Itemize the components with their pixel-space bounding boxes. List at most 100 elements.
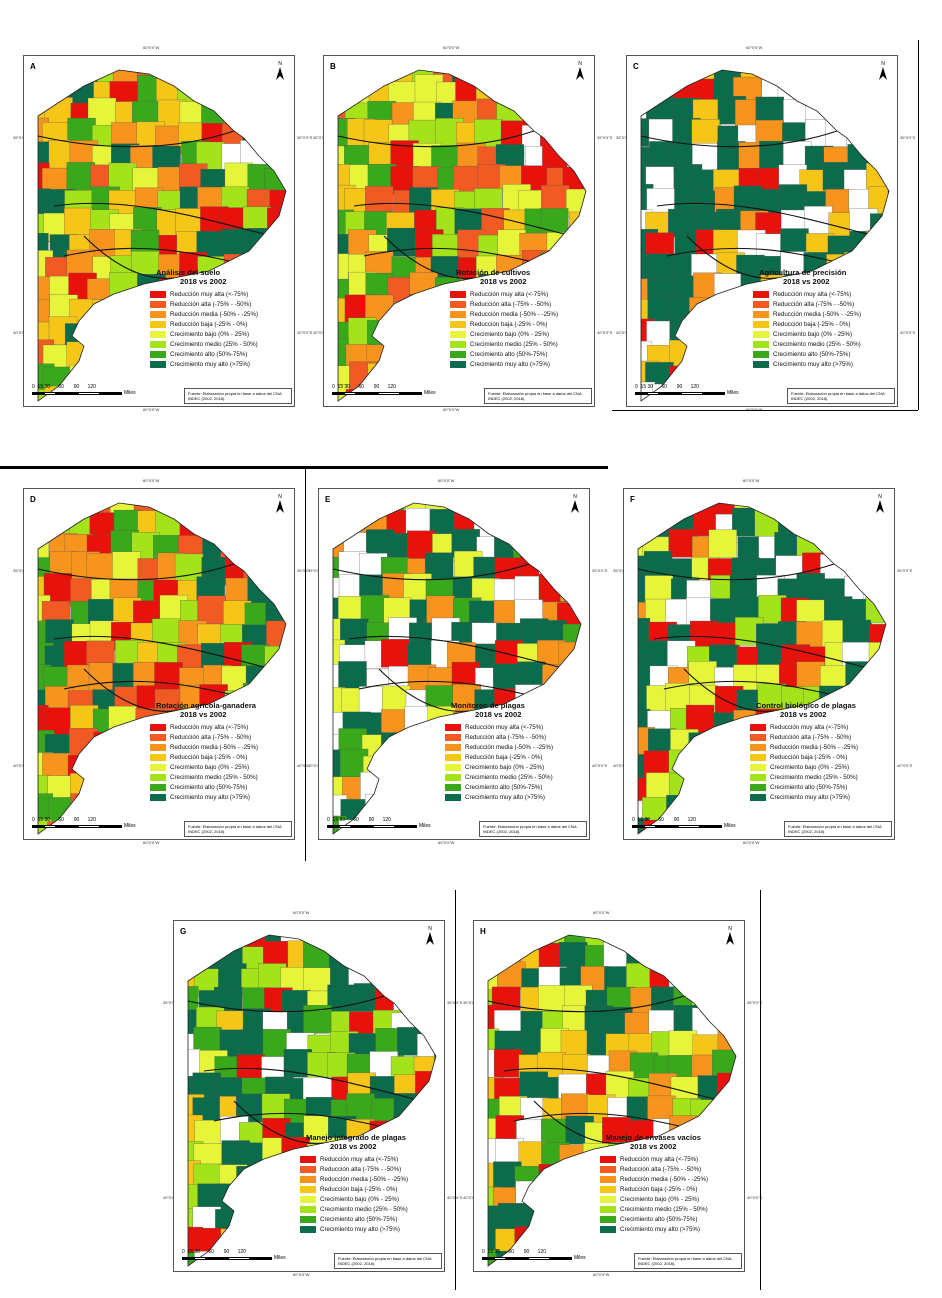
legend-swatch — [300, 1195, 316, 1203]
legend-label: Reducción media (-50% - -25%) — [620, 1175, 709, 1183]
partido-region — [136, 820, 165, 834]
zone-boundary — [63, 680, 230, 695]
partido-region — [891, 512, 894, 540]
zone-boundary — [686, 235, 778, 279]
partido-region — [585, 299, 586, 328]
partido-region — [867, 668, 886, 697]
legend-item: Reducción baja (-25% - 0%) — [150, 319, 258, 329]
latitude-label: 40°0'0"S — [13, 330, 29, 335]
partido-region — [589, 189, 594, 217]
legend-swatch — [750, 723, 766, 731]
legend-item: Crecimiento medio (25% - 50%) — [600, 1204, 708, 1214]
partido-region — [689, 297, 718, 326]
partido-region — [268, 275, 286, 305]
partido-region — [240, 529, 269, 559]
map-title: Análisis del suelo — [156, 268, 221, 277]
partido-region — [282, 1253, 311, 1266]
partido-region — [291, 75, 294, 103]
legend-label: Crecimiento bajo (0% - 25%) — [770, 763, 850, 771]
longitude-label: 60°0'0"W — [593, 1272, 610, 1277]
partido-region — [592, 232, 594, 260]
legend-label: Reducción alta (-75% - -50%) — [770, 733, 852, 741]
partido-region — [819, 503, 848, 514]
partido-region — [735, 1012, 736, 1041]
partido-region — [840, 514, 869, 543]
zone-boundary — [640, 130, 838, 148]
partido-region — [740, 966, 744, 994]
partido-region — [155, 364, 185, 394]
legend-item: Reducción muy alta (<-75%) — [750, 722, 858, 732]
map-panel-f: 60°0'0"W 60°0'0"W 35°0'0"S 40°0'0"S 35°0… — [613, 478, 912, 848]
north-label: N — [728, 926, 732, 932]
legend-label: Crecimiento alto (50%-75%) — [773, 350, 851, 358]
latitude-label: 40°0'0"S — [897, 763, 913, 768]
legend-label: Crecimiento muy alto (>75%) — [773, 360, 853, 368]
separator-line — [918, 40, 919, 410]
map-panel-h: 60°0'0"W 60°0'0"W 35°0'0"S 40°0'0"S 35°0… — [463, 910, 762, 1280]
partido-region — [224, 75, 254, 105]
partido-region — [539, 534, 568, 563]
legend-item: Reducción media (-50% - -25%) — [753, 309, 861, 319]
partido-region — [890, 76, 897, 104]
latitude-label: 35°0'0"S — [597, 135, 613, 140]
zone-boundary — [53, 635, 265, 668]
north-arrow-icon: N — [576, 61, 584, 80]
partido-region — [498, 503, 528, 515]
partido-region — [558, 1185, 588, 1214]
map-legend: Control biológico de plagas 2018 vs 2002… — [750, 701, 858, 802]
partido-region — [638, 508, 653, 538]
partido-region — [690, 1099, 719, 1128]
partido-region — [268, 574, 286, 604]
partido-region — [263, 96, 286, 125]
legend-label: Crecimiento medio (25% - 50%) — [170, 340, 258, 348]
partido-region — [225, 552, 254, 581]
map-legend: Rotación de cultivos 2018 vs 2002 Reducc… — [450, 268, 558, 369]
legend-item: Reducción alta (-75% - -50%) — [753, 299, 861, 309]
partido-region — [326, 935, 356, 949]
legend-swatch — [150, 753, 166, 761]
partido-region — [457, 387, 486, 401]
partido-region — [115, 771, 144, 801]
partido-region — [586, 754, 589, 782]
legend-swatch — [450, 290, 466, 298]
partido-region — [413, 1115, 436, 1144]
partido-region — [197, 595, 226, 624]
partido-region — [542, 664, 571, 693]
partido-region — [267, 207, 286, 236]
partido-region — [696, 968, 725, 997]
partido-region — [267, 753, 286, 782]
partido-region — [338, 337, 349, 367]
partido-region — [108, 162, 137, 192]
legend-swatch — [300, 1155, 316, 1163]
separator-line — [455, 890, 456, 1290]
legend-swatch — [445, 763, 461, 771]
partido-region — [86, 553, 115, 582]
legend-swatch — [300, 1205, 316, 1213]
legend-label: Reducción alta (-75% - -50%) — [620, 1165, 702, 1173]
partido-region — [245, 665, 275, 694]
partido-region — [113, 299, 143, 328]
partido-region — [284, 667, 286, 696]
partido-region — [708, 529, 737, 558]
partido-region — [285, 345, 286, 375]
legend-item: Reducción media (-50% - -25%) — [750, 742, 858, 752]
legend-swatch — [753, 340, 769, 348]
partido-region — [514, 935, 543, 953]
partido-region — [642, 508, 672, 537]
partido-region — [801, 503, 830, 521]
latitude-label: 35°0'0"S — [747, 1000, 763, 1005]
partido-region — [267, 316, 286, 345]
zone-boundary — [503, 1067, 715, 1100]
partido-region — [716, 295, 746, 324]
legend-item: Crecimiento bajo (0% - 25%) — [150, 762, 258, 772]
partido-region — [285, 532, 286, 561]
partido-region — [407, 733, 437, 762]
partido-region — [289, 642, 294, 670]
partido-region — [389, 316, 418, 346]
partido-region — [225, 508, 255, 537]
partido-region — [324, 405, 350, 406]
map-subtitle: 2018 vs 2002 — [780, 710, 827, 719]
partido-region — [781, 837, 809, 839]
partido-region — [364, 70, 393, 81]
partido-region — [782, 70, 811, 85]
